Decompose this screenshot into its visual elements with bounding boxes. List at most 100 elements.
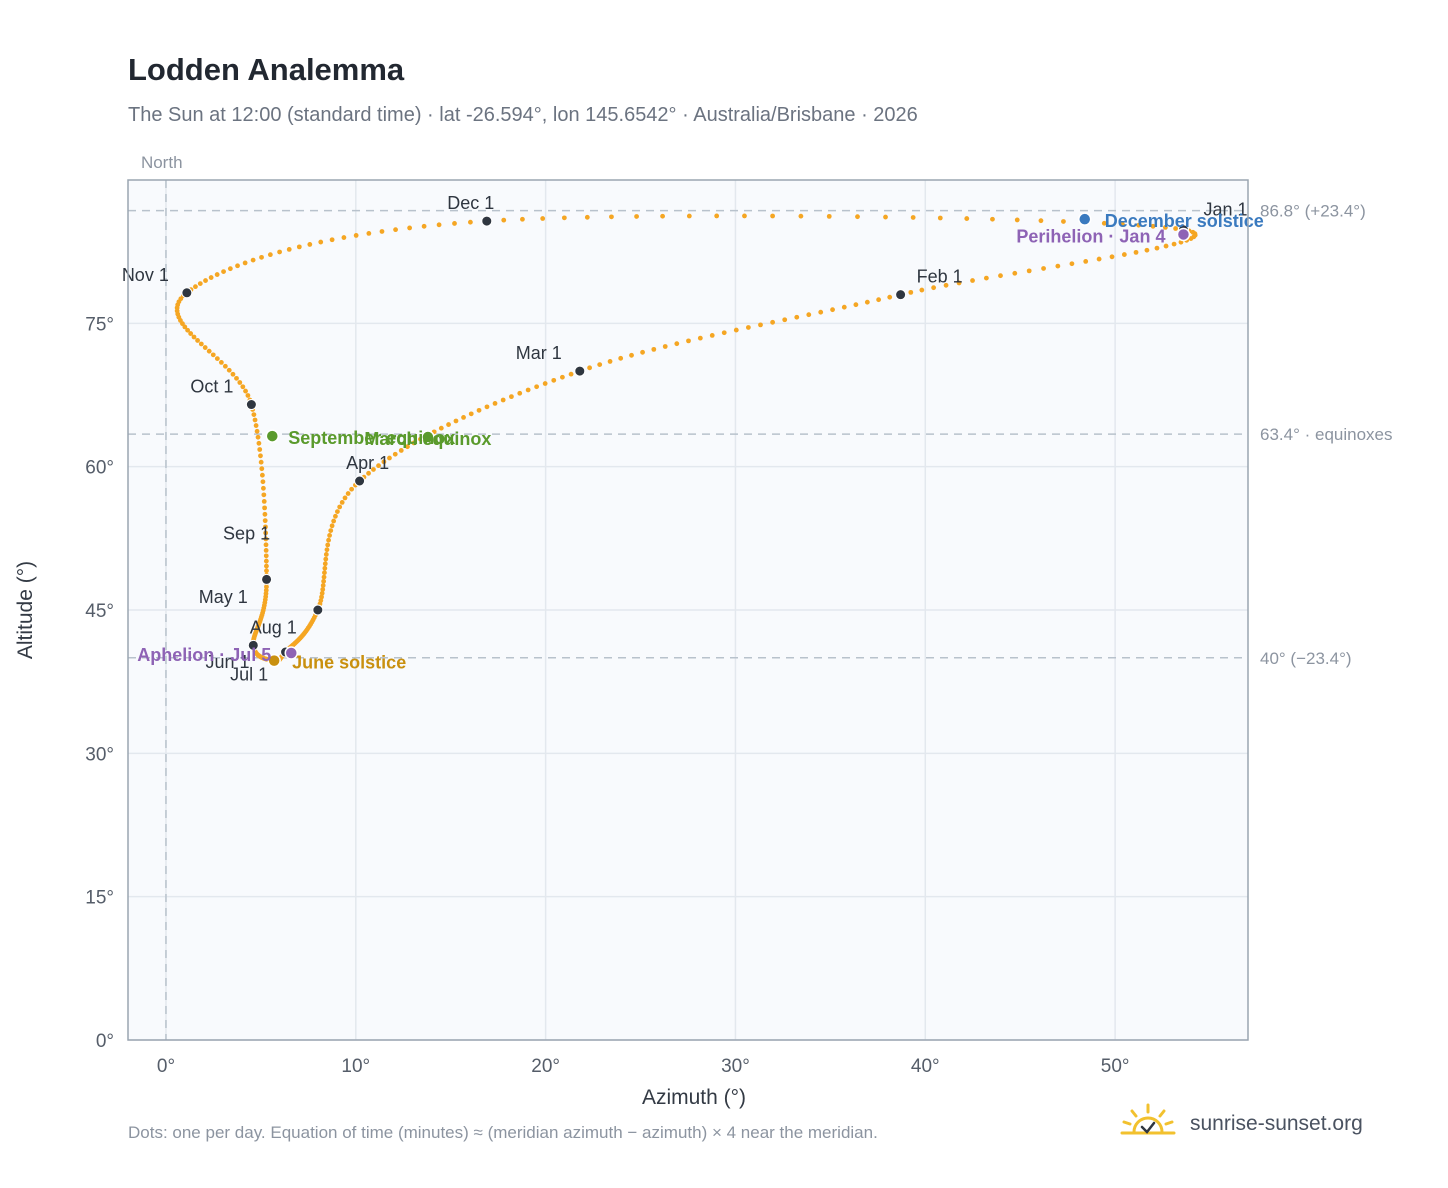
daily-sun-dot [254, 428, 260, 434]
event-marker [421, 430, 435, 444]
month-marker [245, 399, 257, 411]
daily-sun-dot [1188, 236, 1194, 241]
event-label: Aphelion · Jul 5 [137, 645, 271, 665]
daily-sun-dot [1069, 261, 1075, 267]
daily-sun-dot [509, 394, 514, 400]
daily-sun-dot [261, 485, 266, 491]
daily-sun-dot [230, 371, 236, 377]
daily-sun-dot [222, 363, 228, 369]
daily-sun-dot [686, 213, 692, 219]
north-label: North [141, 153, 183, 172]
reference-line-label: 86.8° (+23.4°) [1260, 202, 1366, 221]
daily-sun-dot [446, 422, 451, 427]
daily-sun-dot [560, 374, 565, 380]
daily-sun-dot [242, 260, 248, 266]
daily-sun-dot [964, 216, 970, 221]
daily-sun-dot [876, 297, 882, 303]
daily-sun-dot [468, 219, 473, 225]
daily-sun-dot [584, 214, 590, 220]
month-marker [181, 287, 193, 299]
daily-sun-dot [256, 440, 262, 446]
daily-sun-dot [461, 414, 466, 420]
month-marker [247, 639, 259, 651]
month-marker-label: Apr 1 [346, 453, 389, 473]
daily-sun-dot [329, 237, 335, 243]
daily-sun-dot [826, 213, 832, 219]
daily-sun-dot [322, 565, 328, 571]
month-marker [895, 289, 907, 301]
daily-sun-dot [263, 542, 269, 548]
event-label: March equinox [364, 429, 491, 449]
daily-sun-dot [1133, 249, 1139, 255]
x-tick-label: 50° [1101, 1056, 1130, 1077]
y-tick-label: 45° [85, 601, 114, 622]
daily-sun-dot [597, 362, 603, 367]
daily-sun-dot [260, 479, 266, 485]
daily-sun-dot [561, 215, 567, 221]
brand-logo[interactable]: sunrise-sunset.org [1120, 1100, 1420, 1150]
daily-sun-dot [818, 309, 824, 315]
daily-sun-dot [910, 215, 916, 220]
daily-sun-dot [286, 246, 292, 252]
reference-line-label: 63.4° · equinoxes [1260, 425, 1393, 444]
reference-lines: North 86.8° (+23.4°) 63.4° · equinoxes 40° … [128, 153, 1393, 1040]
daily-sun-dot [387, 455, 392, 461]
daily-sun-dot [262, 518, 268, 524]
daily-sun-dot [931, 285, 937, 291]
month-marker [354, 475, 366, 487]
daily-sun-dot [339, 500, 345, 505]
daily-sun-dot [887, 294, 893, 300]
daily-sun-dot [609, 214, 614, 220]
chart-subtitle: The Sun at 12:00 (standard time) · lat -… [128, 104, 918, 126]
daily-sun-dot [540, 216, 546, 221]
daily-sun-dot [323, 556, 329, 562]
daily-sun-dot [970, 278, 975, 283]
daily-sun-dot [640, 349, 645, 355]
daily-sun-dot [484, 404, 490, 410]
daily-sun-dot [263, 536, 269, 542]
daily-sun-dot [782, 317, 788, 323]
daily-sun-dot [320, 587, 326, 592]
daily-sun-dot [587, 365, 593, 371]
chart-title: Lodden Analemma [128, 52, 405, 87]
y-tick-label: 30° [85, 744, 114, 765]
daily-sun-dot [263, 530, 269, 536]
daily-sun-dot [436, 222, 442, 228]
daily-sun-dot [345, 491, 351, 496]
daily-sun-dot [296, 244, 302, 250]
daily-sun-dot [551, 377, 557, 383]
daily-sun-dot [742, 213, 747, 219]
x-axis-label: Azimuth (°) [642, 1086, 746, 1109]
daily-sun-dot [662, 344, 668, 349]
daily-sun-dot [203, 278, 208, 283]
daily-sun-dot [185, 327, 190, 333]
daily-sun-dot [393, 227, 398, 233]
month-marker-label: Nov 1 [122, 265, 169, 285]
x-tick-label: 40° [911, 1056, 940, 1077]
daily-sun-dot [520, 216, 525, 222]
daily-sun-dot [379, 229, 385, 234]
daily-sun-dot [392, 451, 398, 457]
month-marker-label: Feb 1 [917, 267, 963, 287]
daily-sun-dot [210, 352, 216, 358]
month-marker [574, 365, 586, 377]
daily-sun-dot [864, 299, 870, 305]
month-marker-label: Jul 1 [230, 665, 268, 685]
daily-sun-dot [714, 213, 720, 219]
daily-sun-dot [453, 418, 459, 424]
daily-sun-dot [517, 390, 523, 396]
daily-sun-dot [568, 371, 574, 377]
daily-sun-dot [745, 325, 751, 330]
daily-sun-dot [323, 552, 329, 557]
month-marker-label: Oct 1 [190, 377, 233, 397]
daily-sun-dot [197, 281, 203, 287]
daily-sun-dot [325, 542, 331, 548]
daily-sun-dot [525, 387, 531, 393]
daily-sun-dot [255, 434, 261, 440]
daily-sun-dot [990, 216, 995, 222]
daily-sun-dot [956, 280, 962, 286]
daily-sun-dot [1096, 256, 1102, 262]
daily-sun-dot [259, 466, 265, 472]
